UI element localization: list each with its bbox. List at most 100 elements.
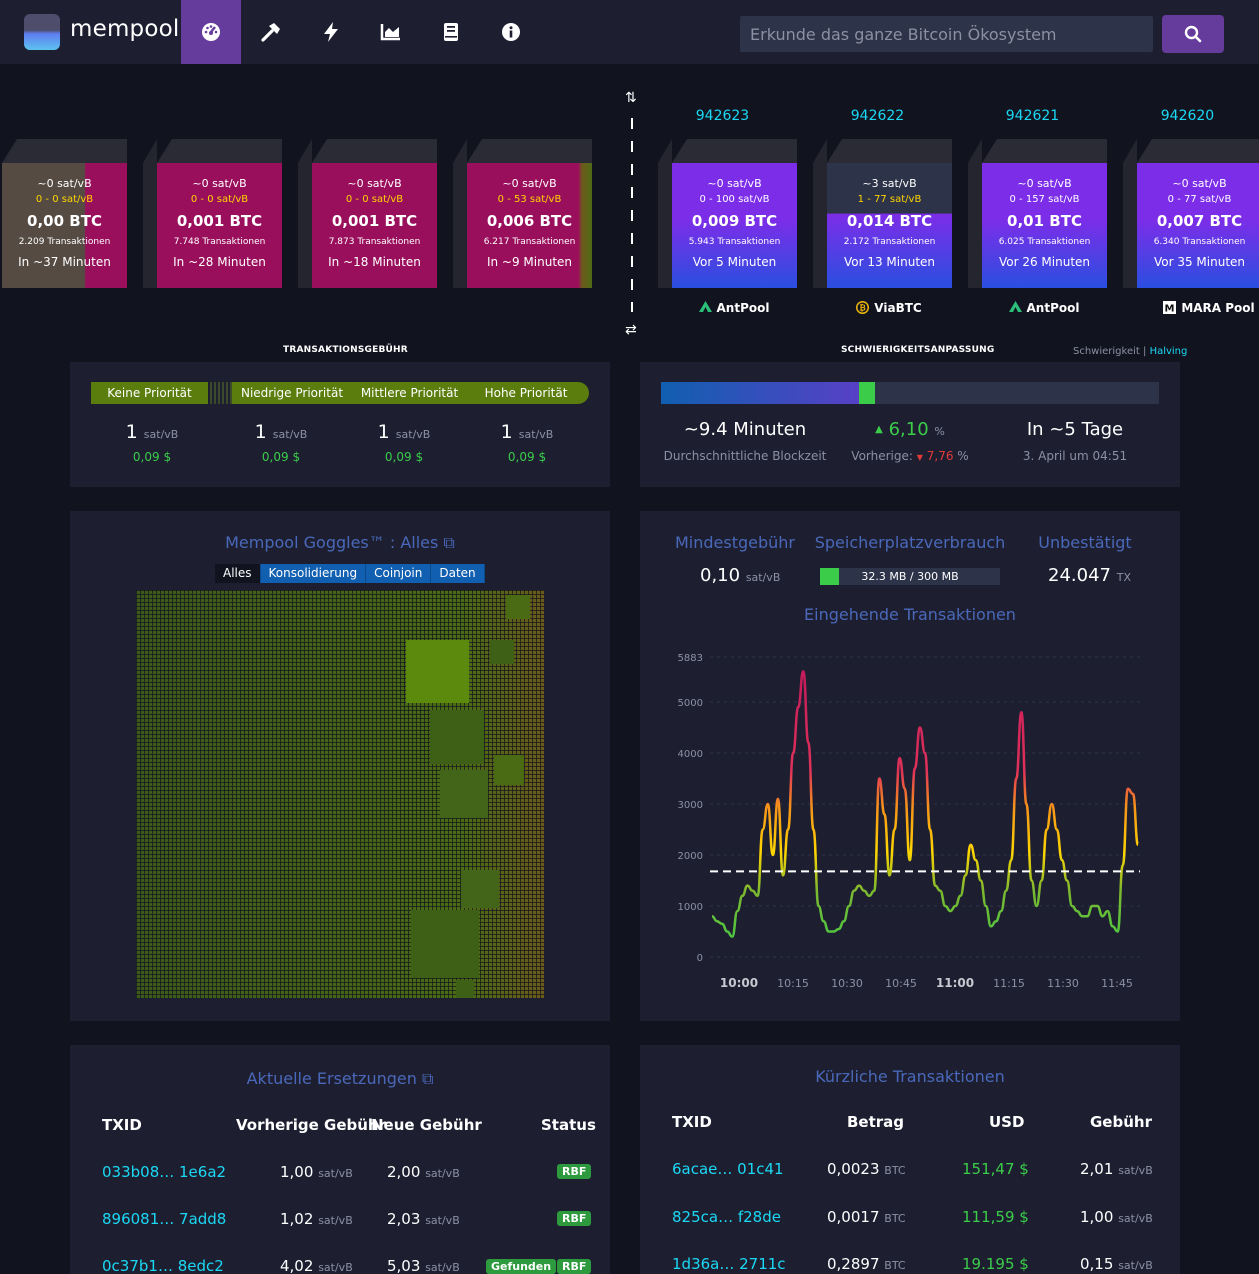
graphs-icon: [380, 24, 400, 41]
block-top-face: [982, 139, 1107, 163]
nav-lightning[interactable]: [301, 0, 361, 64]
brand-name[interactable]: mempool: [70, 16, 180, 42]
goggles-tabs: Alles Konsolidierung Coinjoin Daten: [215, 564, 485, 583]
fee: 1,00 sat/vB: [1080, 1208, 1153, 1226]
tx-square[interactable]: [461, 870, 499, 908]
sort-arrows-icon[interactable]: ⇅: [625, 90, 637, 106]
mempool-block[interactable]: ~0 sat/vB 0 - 0 sat/vB 0,001 BTC 7.748 T…: [143, 139, 282, 288]
fee-medium-value: 1 sat/vB: [354, 421, 454, 443]
difficulty-link[interactable]: Schwierigkeit: [1073, 346, 1140, 357]
amount: 0,0023 BTC: [827, 1160, 906, 1178]
incoming-transactions-chart[interactable]: 0 1000 2000 3000 4000 5000 5883 10:00 10:15 10:30…: [660, 640, 1170, 1000]
block-height-link[interactable]: 942620: [1160, 108, 1215, 124]
unconfirmed-number: 24.047: [1048, 565, 1111, 586]
txid-link[interactable]: 896081… 7add8: [102, 1210, 227, 1228]
nav-dashboard[interactable]: [181, 0, 241, 64]
tx-square[interactable]: [440, 770, 488, 818]
unconfirmed-unit: TX: [1116, 571, 1131, 584]
mempool-block[interactable]: ~0 sat/vB 0 - 53 sat/vB 0,006 BTC 6.217 …: [453, 139, 592, 288]
tx-square[interactable]: [430, 710, 484, 764]
up-arrow-icon: ▲: [875, 424, 883, 435]
tx-square[interactable]: [494, 755, 524, 785]
block-tx-count: 7.748 Transaktionen: [173, 237, 266, 247]
x-tick-label: 10:45: [885, 977, 917, 990]
swap-arrows-icon[interactable]: ⇄: [625, 322, 637, 338]
halving-link[interactable]: Halving: [1149, 346, 1188, 357]
txid-link[interactable]: 825ca… f28de: [672, 1208, 781, 1226]
mined-block[interactable]: ~3 sat/vB 1 - 77 sat/vB 0,014 BTC 2.172 …: [813, 139, 952, 288]
fee-none-usd: 0,09 $: [132, 450, 172, 464]
y-tick-label: 3000: [678, 800, 703, 811]
mempool-logo-icon[interactable]: [24, 14, 60, 50]
priority-high: Hohe Priorität: [484, 386, 568, 400]
block-pool[interactable]: AntPool: [969, 301, 1119, 317]
mined-block[interactable]: ~0 sat/vB 0 - 100 sat/vB 0,009 BTC 5.943…: [658, 139, 797, 288]
new-fee-value: 2,00: [387, 1163, 421, 1181]
pool-name: AntPool: [716, 301, 770, 315]
mempool-goggles-grid[interactable]: [136, 590, 544, 998]
txid-link[interactable]: 1d36a… 2711c: [672, 1255, 786, 1273]
y-tick-label: 4000: [678, 749, 703, 760]
unconfirmed-value: 24.047 TX: [1048, 565, 1131, 586]
replacements-card: [70, 1045, 610, 1274]
tx-square[interactable]: [456, 980, 474, 998]
txid-link[interactable]: 6acae… 01c41: [672, 1160, 784, 1178]
block-front: ~3 sat/vB 1 - 77 sat/vB 0,014 BTC 2.172 …: [827, 163, 952, 288]
tx-square[interactable]: [406, 640, 469, 703]
nav-docs[interactable]: [421, 0, 481, 64]
block-height-link[interactable]: 942623: [695, 108, 750, 124]
y-tick-label: 5883: [678, 653, 703, 664]
block-side-face: [1123, 139, 1137, 288]
nav-about[interactable]: [481, 0, 541, 64]
goggles-title[interactable]: Mempool Goggles™ : Alles ⧉: [170, 533, 510, 553]
min-fee-value: 0,10 sat/vB: [700, 565, 780, 586]
search-icon: [1184, 25, 1202, 43]
fee-unit: sat/vB: [1118, 1259, 1153, 1272]
tab-daten[interactable]: Daten: [431, 564, 485, 583]
tab-alles[interactable]: Alles: [215, 564, 261, 583]
block-total-btc: 0,00 BTC: [27, 212, 102, 230]
txid-link[interactable]: 033b08… 1e6a2: [102, 1163, 227, 1181]
difficulty-section-label: SCHWIERIGKEITSANPASSUNG: [841, 345, 995, 355]
block-height-link[interactable]: 942622: [850, 108, 905, 124]
previous-unit: %: [957, 449, 969, 463]
txid-link[interactable]: 0c37b1… 8edc2: [102, 1257, 224, 1274]
block-pool[interactable]: M MARA Pool: [1134, 301, 1259, 317]
block-top-face: [1137, 139, 1259, 163]
block-side-face: [813, 139, 827, 288]
tab-coinjoin[interactable]: Coinjoin: [366, 564, 432, 583]
tx-square[interactable]: [506, 595, 530, 619]
fee: 0,15 sat/vB: [1080, 1255, 1153, 1273]
col-txid: TXID: [672, 1113, 712, 1131]
block-total-btc: 0,007 BTC: [1156, 212, 1243, 230]
replacements-title[interactable]: Aktuelle Ersetzungen ⧉: [170, 1069, 510, 1089]
amount-unit: BTC: [884, 1259, 906, 1272]
block-total-btc: 0,001 BTC: [331, 212, 418, 230]
block-height-link[interactable]: 942621: [1005, 108, 1060, 124]
nav-graphs[interactable]: [361, 0, 421, 64]
block-fee-range: 0 - 53 sat/vB: [497, 194, 562, 205]
tx-square[interactable]: [411, 910, 479, 978]
adjustment-date: 3. April um 04:51: [1022, 449, 1128, 463]
mempool-block[interactable]: ~0 sat/vB 0 - 0 sat/vB 0,001 BTC 7.873 T…: [298, 139, 437, 288]
tab-konsolidierung[interactable]: Konsolidierung: [260, 564, 367, 583]
mined-block[interactable]: ~0 sat/vB 0 - 77 sat/vB 0,007 BTC 6.340 …: [1123, 139, 1259, 288]
block-pool[interactable]: AntPool: [659, 301, 809, 317]
amount: 0,0017 BTC: [827, 1208, 906, 1226]
fee-low-usd: 0,09 $: [261, 450, 301, 464]
nav-mining[interactable]: [241, 0, 301, 64]
search-input[interactable]: [740, 16, 1153, 52]
block-pool[interactable]: ₿ ViaBTC: [814, 300, 964, 317]
mempool-block[interactable]: ~0 sat/vB 0 - 0 sat/vB 0,00 BTC 2.209 Tr…: [2, 139, 127, 288]
antpool-icon: [698, 301, 712, 317]
about-icon: [502, 23, 520, 41]
search-button[interactable]: [1162, 15, 1224, 53]
tx-square[interactable]: [490, 640, 514, 664]
priority-gap: [210, 382, 232, 404]
col-status: Status: [541, 1116, 596, 1134]
block-fee-range: 1 - 77 sat/vB: [857, 194, 922, 205]
recent-transactions-title: Kürzliche Transaktionen: [815, 1067, 1005, 1086]
mined-block[interactable]: ~0 sat/vB 0 - 157 sat/vB 0,01 BTC 6.025 …: [968, 139, 1107, 288]
block-front: ~0 sat/vB 0 - 0 sat/vB 0,001 BTC 7.748 T…: [157, 163, 282, 288]
fee-unit: sat/vB: [272, 428, 308, 441]
